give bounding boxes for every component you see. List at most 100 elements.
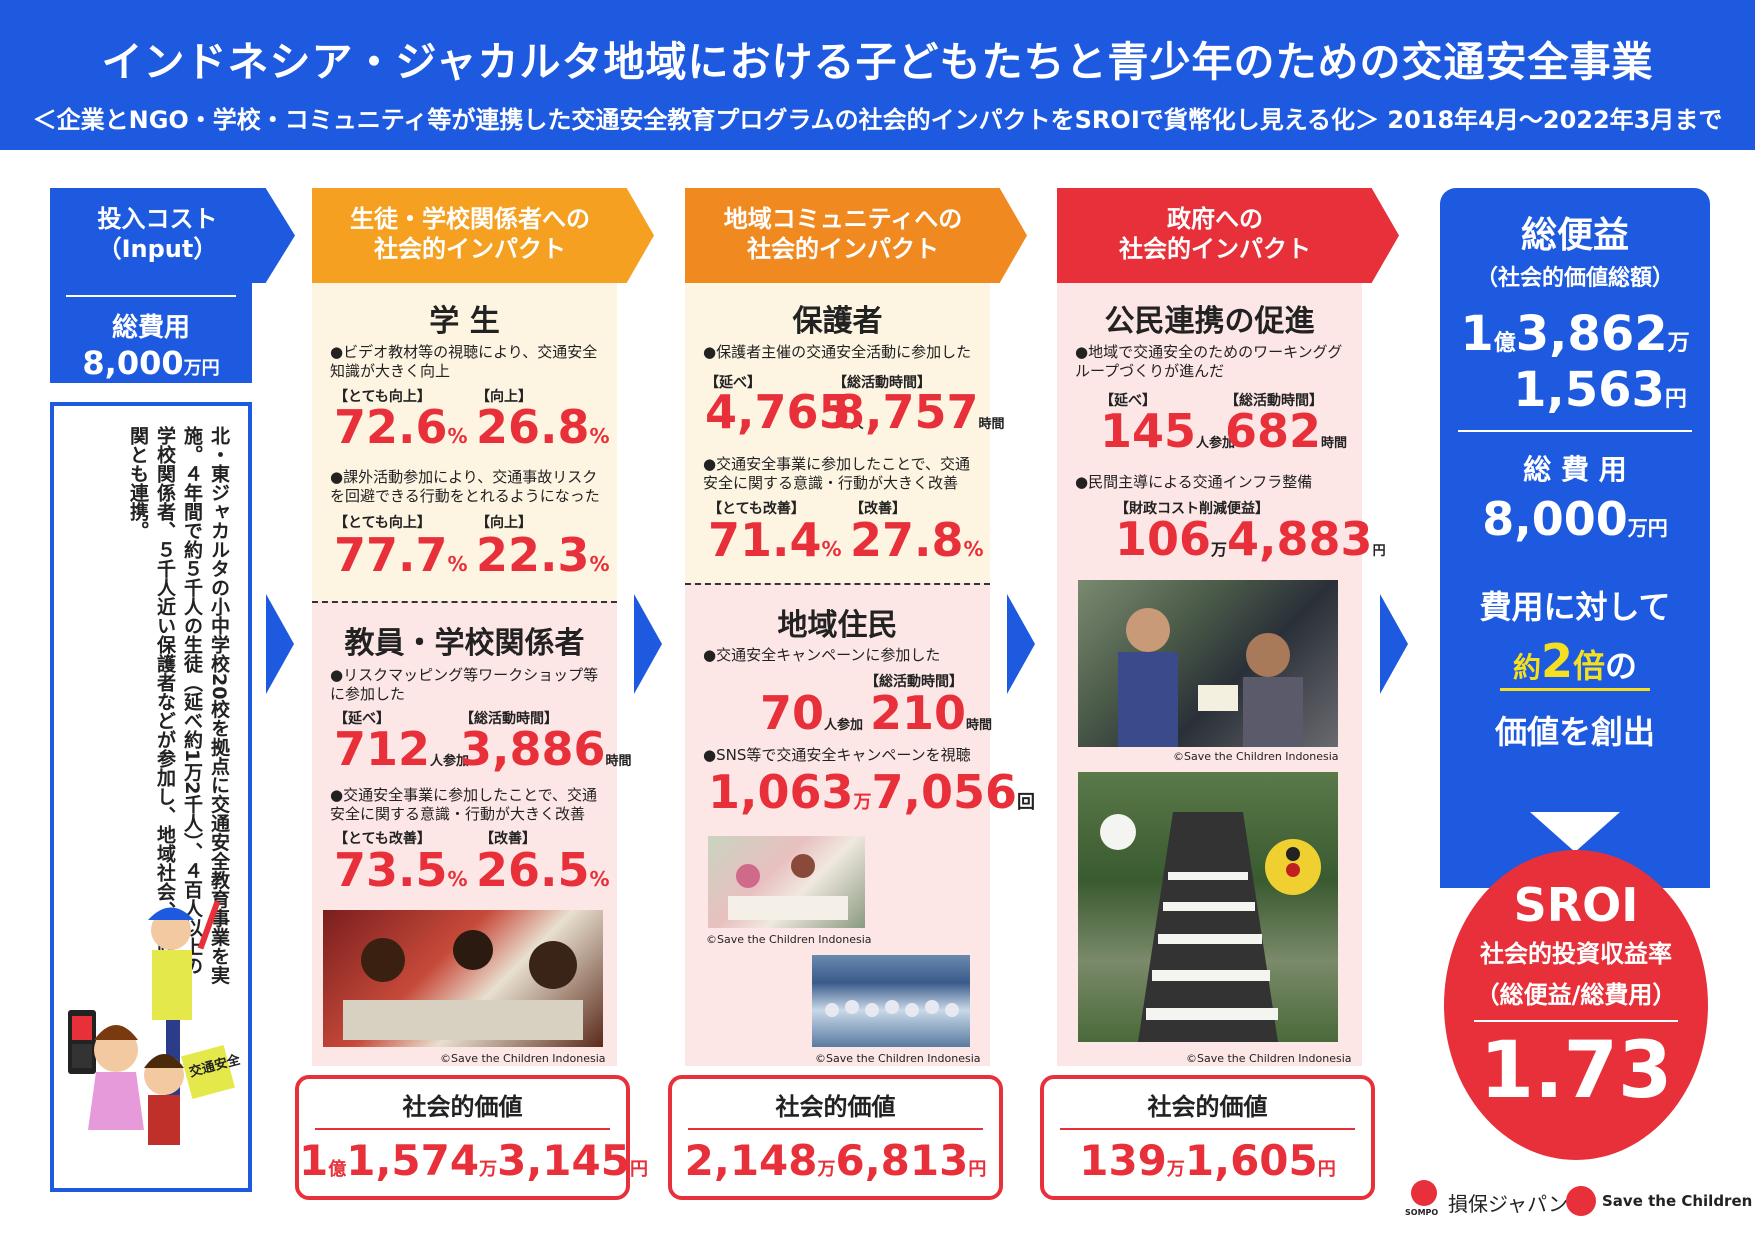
col1-stat: 712人参加 (334, 722, 469, 776)
stat-value: 7,056 (871, 765, 1018, 819)
sroi-subtitle: 社会的投資収益率 (1480, 940, 1672, 968)
input-cost-value: 8,000 (82, 344, 184, 382)
col2-label: 【とても改善】 (708, 501, 805, 517)
col1-students-bullet1: ●ビデオ教材等の視聴により、交通安全知識が大きく向上 (330, 343, 598, 380)
total-benefit-value-line1: 1億3,862万 (1440, 306, 1710, 362)
sompo-name: 損保ジャパン (1448, 1192, 1568, 1216)
value-part: 1 (299, 1136, 329, 1185)
col2-stat: 4,765人 (705, 385, 864, 439)
summary-message-line3: 価値を創出 (1494, 713, 1655, 751)
col2-value-title: 社会的価値 (775, 1093, 896, 1121)
stat-value: 73.5 (334, 843, 448, 897)
col3-label: 【総活動時間】 (1225, 393, 1323, 409)
col1-photo-credit: ©Save the Children Indonesia (440, 1052, 606, 1065)
col2-parents-bullet2: ●交通安全事業に参加したことで、交通安全に関する意識・行動が大きく改善 (703, 455, 971, 492)
col1-stat: 26.5% (476, 843, 610, 897)
col1-label: 【向上】 (476, 389, 532, 405)
input-header: 投入コスト （Input） (50, 188, 295, 283)
input-heading: 投入コスト (97, 205, 218, 233)
col2-label: 【改善】 (850, 501, 906, 517)
value-unit: 万 (817, 1159, 836, 1180)
col2-value: 2,148万6,813円 (672, 1136, 999, 1185)
col2-photo-credit2: ©Save the Children Indonesia (815, 1052, 981, 1065)
stat-unit: 円 (1372, 544, 1386, 559)
col1-stat: 26.8% (476, 400, 610, 454)
total-benefit-title: 総便益 (1520, 215, 1629, 256)
value-part: 8,000 (1482, 492, 1628, 546)
col3-stat: 145人参加 (1100, 404, 1235, 458)
value-part: 3,145 (497, 1136, 630, 1185)
sroi-title: SROI (1513, 878, 1639, 932)
col2-header: 地域コミュニティへの 社会的インパクト (685, 188, 1027, 283)
col2-residents-title: 地域住民 (777, 608, 898, 643)
stat-value: 145 (1100, 404, 1197, 458)
sroi-value: 1.73 (1479, 1026, 1673, 1116)
col3-photo-police (1078, 580, 1338, 747)
col1-teachers-title: 教員・学校関係者 (344, 626, 585, 661)
page-title: インドネシア・ジャカルタ地域における子どもたちと青少年のための交通安全事業 (101, 38, 1654, 86)
msg-part: 2 (1540, 634, 1573, 688)
col3-value-title: 社会的価値 (1147, 1093, 1268, 1121)
col3-stat: 682時間 (1225, 404, 1347, 458)
value-part: 6,813 (835, 1136, 969, 1185)
total-benefit-subtitle: （社会的価値総額） (1475, 266, 1674, 291)
col3-bullet1: ●地域で交通安全のためのワーキンググループづくりが進んだ (1075, 343, 1343, 380)
input-cost-box: 総費用 8,000万円 (50, 283, 252, 383)
sroi-circle: SROI 社会的投資収益率 （総便益/総費用） 1.73 (1444, 850, 1708, 1160)
col2-value-box: 社会的価値 2,148万6,813円 (668, 1075, 1003, 1200)
stat-unit: 人 (850, 417, 864, 432)
input-description-box: 北・東ジャカルタの小中学校20校を拠点に交通安全教育事業を実施。４年間で約５千人… (50, 402, 252, 1192)
summary-panel: 総便益 （社会的価値総額） 1億3,862万 1,563円 総 費 用 8,00… (1440, 188, 1710, 888)
col1-header-line2: 社会的インパクト (374, 235, 566, 263)
col2-header-line1: 地域コミュニティへの (723, 205, 963, 233)
col1-label: 【延べ】 (334, 711, 390, 727)
stat-value: 1,063 (708, 765, 854, 819)
save-the-children-name: Save the Children (1602, 1192, 1753, 1210)
value-unit: 万 (1166, 1159, 1185, 1180)
value-part: 1,574 (346, 1136, 480, 1185)
value-part: 1 (1460, 306, 1494, 362)
col2-stat: 8,757時間 (833, 385, 1005, 439)
col2-photo-credit1: ©Save the Children Indonesia (706, 933, 872, 946)
stat-value: 682 (1225, 404, 1322, 458)
col2-header-line2: 社会的インパクト (747, 235, 939, 263)
value-unit: 円 (968, 1159, 987, 1180)
col1-value: 1億1,574万3,145円 (299, 1136, 648, 1185)
value-part: 2,148 (684, 1136, 818, 1185)
col3-photo-crosswalk (1078, 772, 1338, 1042)
sompo-logo: SOMPO (1405, 1180, 1445, 1220)
input-cost-label: 総費用 (111, 313, 190, 343)
stat-unit: 万 (1211, 540, 1228, 559)
col1-students-title: 学 生 (429, 304, 500, 339)
stat-value: 3,886 (460, 722, 606, 776)
msg-part: の (1605, 647, 1638, 685)
col1-students-panel (312, 283, 617, 601)
col1-teachers-bullet1: ●リスクマッピング等ワークショップ等に参加した (330, 666, 599, 703)
stat-value: 26.5 (476, 843, 590, 897)
value-unit: 円 (629, 1159, 648, 1180)
stat-unit: 万 (853, 792, 872, 813)
stat-unit: 時間 (1321, 436, 1348, 451)
col1-stat: 22.3% (476, 528, 610, 582)
col2-stat: 210時間 (870, 686, 992, 740)
stat-value: 712 (334, 722, 431, 776)
value-unit: 円 (1664, 387, 1687, 412)
col3-stat: 106万4,883円 (1115, 512, 1386, 566)
col3-value: 139万1,605円 (1044, 1136, 1371, 1185)
col2-divider (685, 583, 990, 585)
crossing-guard-illustration: 交通安全 (68, 900, 243, 1145)
col1-value-title: 社会的価値 (402, 1093, 523, 1121)
value-unit: 万 (479, 1159, 498, 1180)
stat-value: 26.8 (476, 400, 590, 454)
stat-unit: 人参加 (430, 754, 470, 769)
col1-stat: 72.6% (334, 400, 468, 454)
col2-parents-bullet1: ●保護者主催の交通安全活動に参加した (703, 343, 972, 361)
col3-label: 【延べ】 (1100, 393, 1156, 409)
stat-unit: 人参加 (824, 718, 864, 733)
header-banner: インドネシア・ジャカルタ地域における子どもたちと青少年のための交通安全事業 ＜企… (0, 0, 1755, 150)
col1-header: 生徒・学校関係者への 社会的インパクト (312, 188, 654, 283)
flow-arrow-2 (634, 594, 662, 694)
col1-label: 【改善】 (480, 831, 536, 847)
col1-value-box: 社会的価値 1億1,574万3,145円 (295, 1075, 648, 1200)
col1-label: 【とても向上】 (334, 515, 431, 531)
